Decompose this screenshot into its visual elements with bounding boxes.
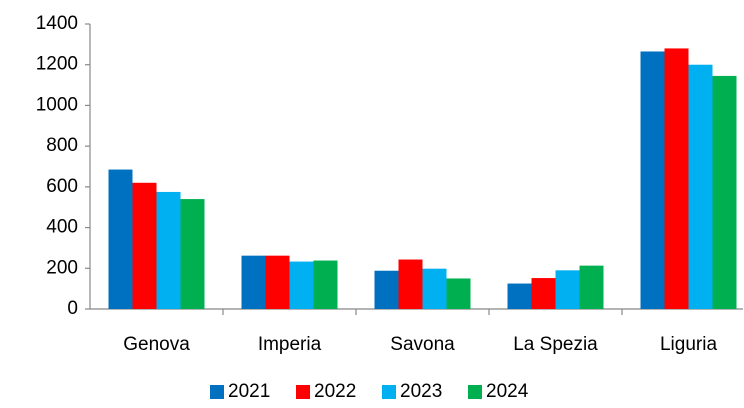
y-tick-label: 800 <box>46 135 78 156</box>
bar <box>398 259 423 309</box>
y-tick-label: 400 <box>46 217 78 238</box>
bar <box>108 169 133 309</box>
bar <box>289 261 314 309</box>
bar <box>132 182 157 309</box>
x-tick-label: Liguria <box>660 334 717 355</box>
legend-swatch <box>468 385 482 399</box>
bar <box>241 255 266 309</box>
bar <box>374 270 399 309</box>
x-tick-label: Savona <box>390 334 455 355</box>
bar <box>579 265 604 309</box>
bar <box>313 260 338 309</box>
x-tick-label: Imperia <box>258 334 322 355</box>
bar <box>446 278 471 309</box>
bar <box>531 278 556 309</box>
y-tick-label: 600 <box>46 176 78 197</box>
x-tick-label: Genova <box>123 334 190 355</box>
bar <box>265 255 290 309</box>
bar <box>688 64 713 309</box>
legend-label: 2022 <box>314 381 356 402</box>
legend-swatch <box>296 385 310 399</box>
legend-label: 2023 <box>400 381 442 402</box>
x-tick-label: La Spezia <box>513 334 598 355</box>
bar <box>555 270 580 309</box>
bar <box>156 191 181 309</box>
legend-label: 2021 <box>228 381 270 402</box>
y-tick-label: 1000 <box>36 94 78 115</box>
legend-label: 2024 <box>486 381 529 402</box>
legend-swatch <box>382 385 396 399</box>
bar <box>640 51 665 309</box>
bar <box>507 283 532 309</box>
bar <box>180 199 205 309</box>
bar <box>422 268 447 309</box>
bar <box>664 48 689 310</box>
bar <box>712 75 737 310</box>
y-tick-label: 1400 <box>36 13 78 34</box>
y-tick-label: 200 <box>46 257 78 278</box>
y-tick-label: 1200 <box>36 54 78 75</box>
legend-swatch <box>210 385 224 399</box>
y-tick-label: 0 <box>67 298 78 319</box>
